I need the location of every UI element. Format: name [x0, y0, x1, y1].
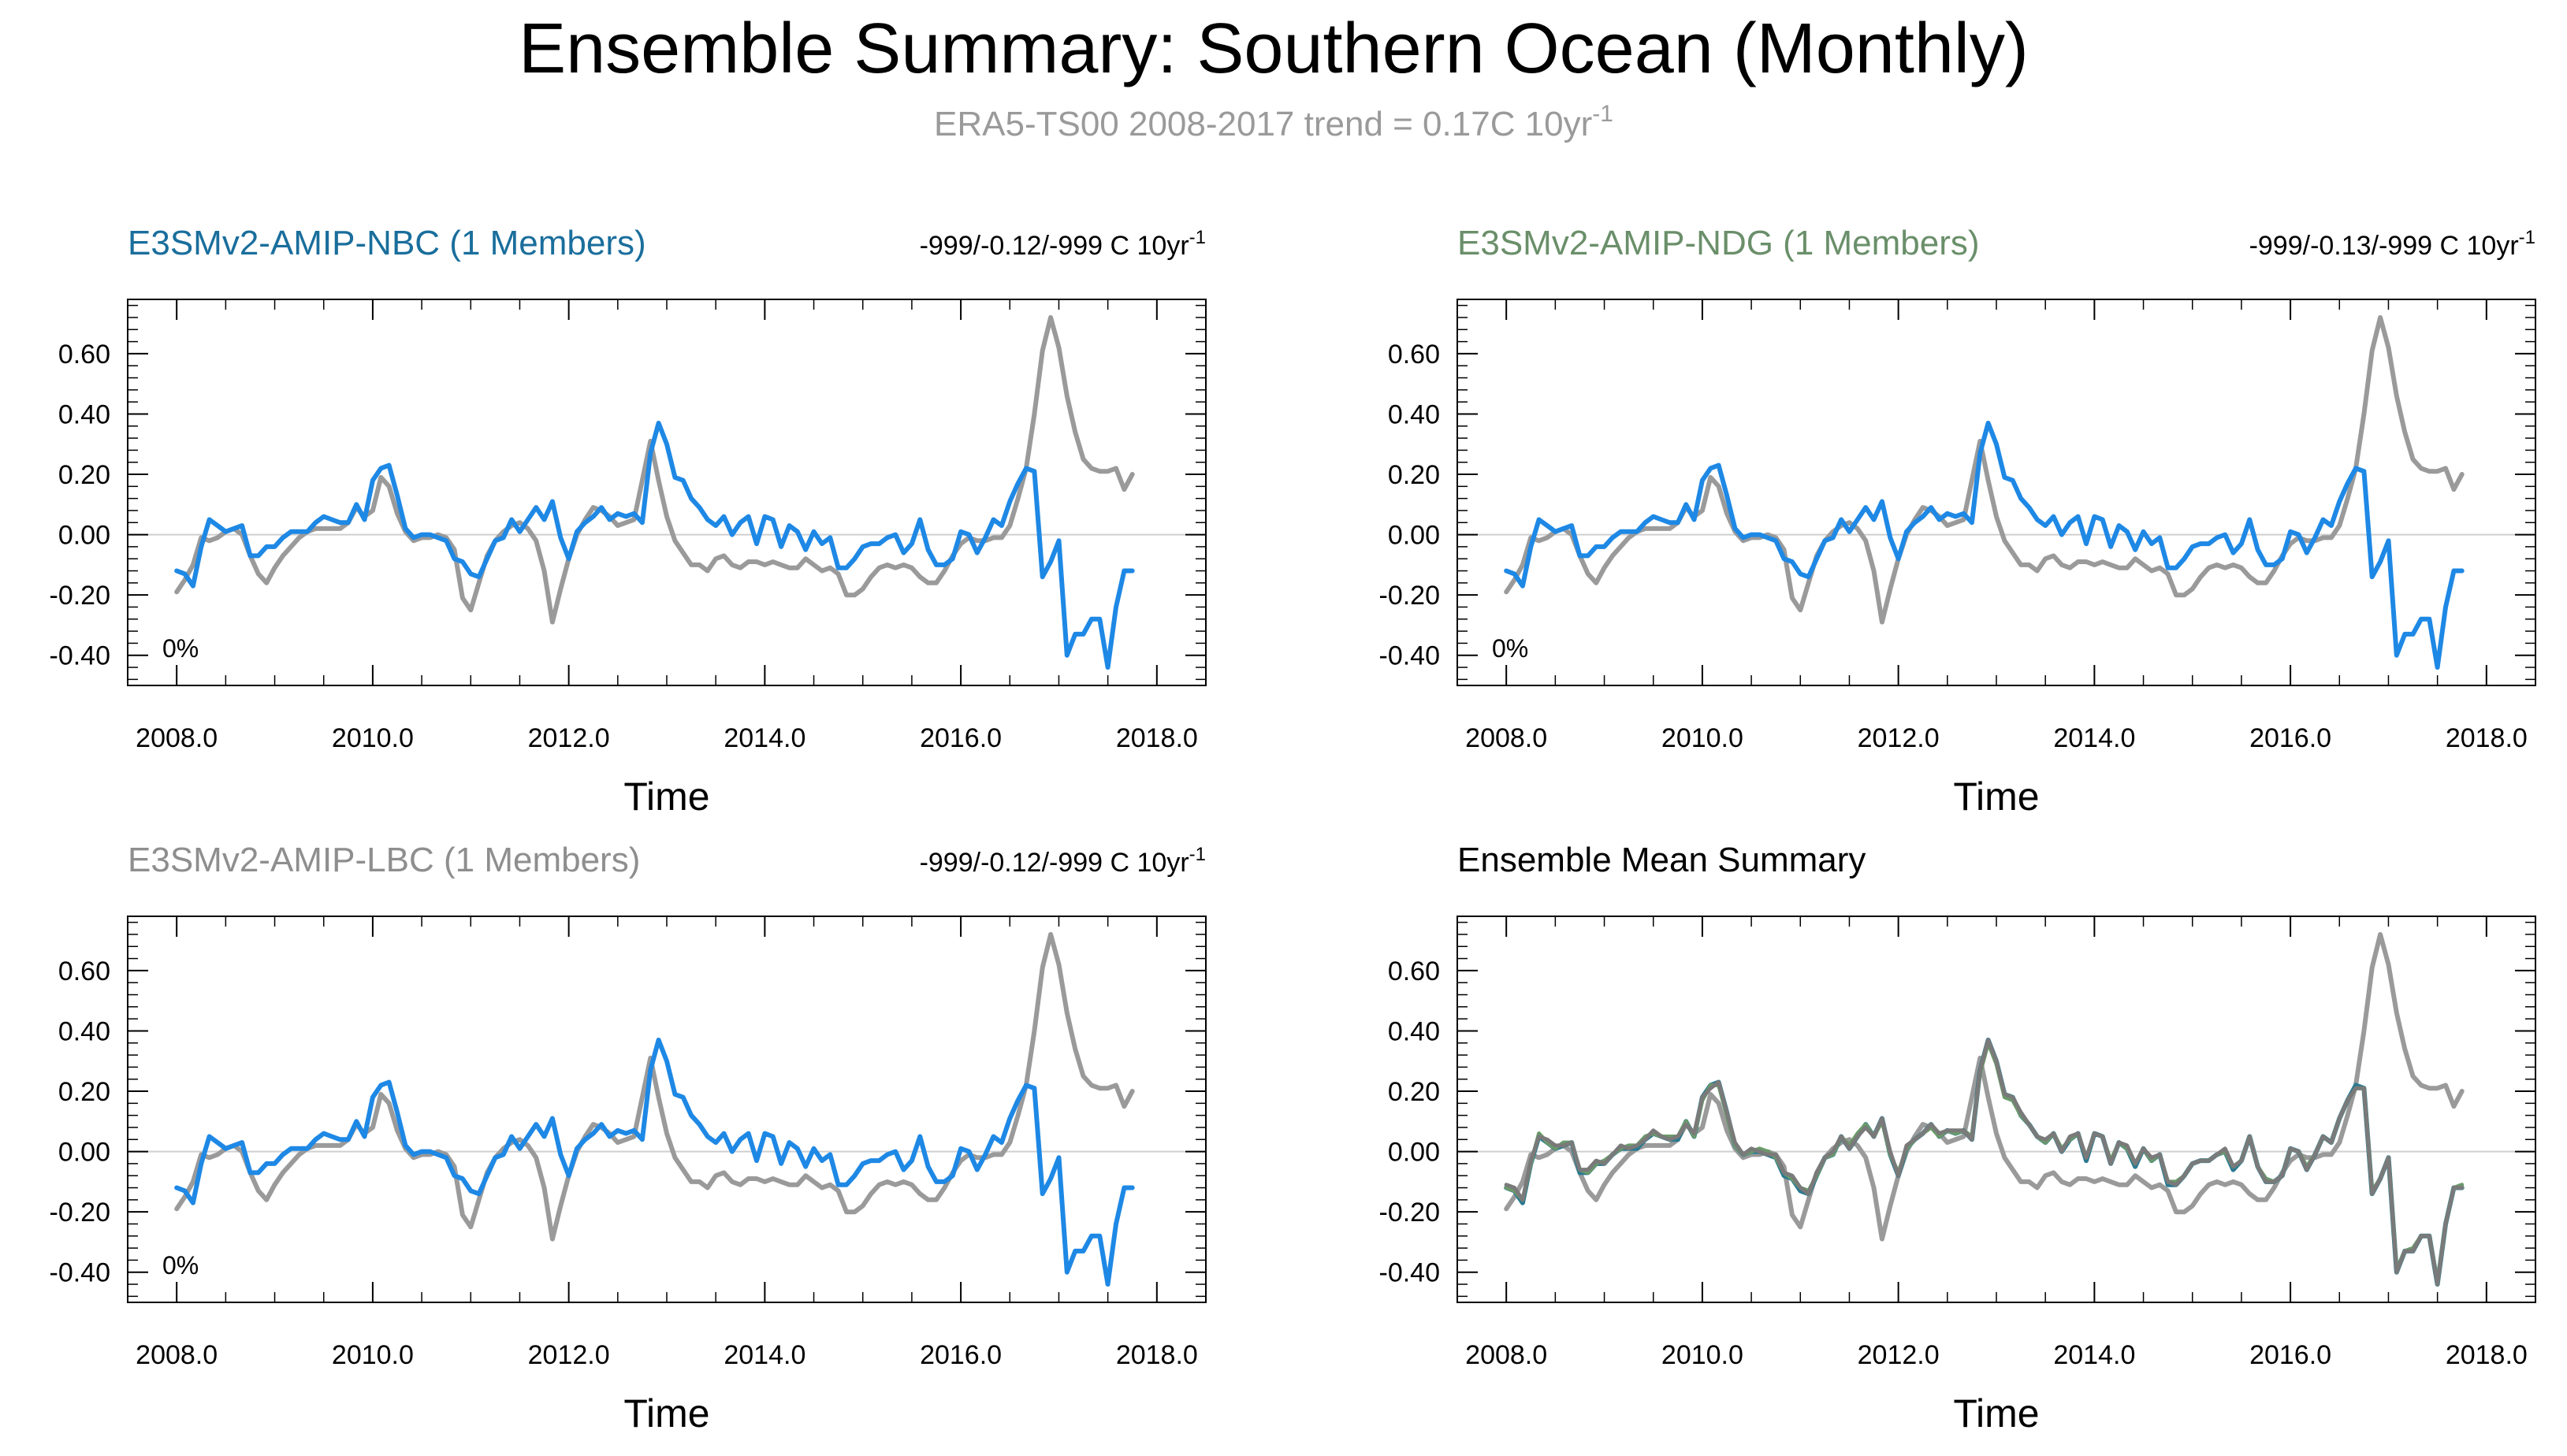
figure-subtitle-main: ERA5-TS00 2008-2017 trend = 0.17C 10yr	[934, 105, 1592, 143]
plot-frame	[127, 916, 1207, 1303]
x-axis-label: Time	[1953, 774, 2039, 819]
x-tick-label: 2012.0	[1858, 723, 1940, 753]
series-line-obs	[1504, 932, 2465, 1242]
y-tick-label: 0.00	[1388, 1138, 1440, 1168]
x-tick-label: 2014.0	[2053, 723, 2135, 753]
plot-frame	[127, 299, 1207, 686]
panel-title: E3SMv2-AMIP-NDG (1 Members)	[1457, 224, 1980, 262]
y-tick-label: 0.20	[58, 1077, 110, 1107]
trend-label: -999/-0.12/-999 C 10yr-1	[920, 227, 1206, 261]
x-tick-label: 2008.0	[1465, 1340, 1547, 1370]
series-line-model	[174, 1038, 1135, 1287]
series-line-mean_gray	[1504, 1038, 2465, 1287]
x-tick-label: 2010.0	[1661, 723, 1743, 753]
x-tick-label: 2016.0	[920, 723, 1002, 753]
figure-subtitle-sup: -1	[1592, 101, 1613, 127]
y-tick-label: 0.00	[58, 1138, 110, 1168]
x-tick-label: 2016.0	[920, 1340, 1002, 1370]
plot-frame	[1456, 299, 2536, 686]
x-tick-label: 2012.0	[1858, 1340, 1940, 1370]
x-tick-label: 2016.0	[2249, 723, 2331, 753]
x-tick-label: 2018.0	[1116, 723, 1198, 753]
plot-frame	[1456, 916, 2536, 1303]
trend-main: -999/-0.13/-999 C 10yr	[2249, 231, 2519, 261]
panel-mean: Ensemble Mean Summary 0.60 0.40 0.20 0.00 -0.…	[1379, 841, 2536, 1436]
x-tick-label: 2012.0	[528, 1340, 610, 1370]
x-tick-label: 2012.0	[528, 723, 610, 753]
y-tick-label: -0.40	[50, 1258, 111, 1288]
trend-sup: -1	[1189, 227, 1206, 248]
x-tick-label: 2018.0	[2446, 1340, 2528, 1370]
x-tick-label: 2018.0	[1116, 1340, 1198, 1370]
percent-label: 0%	[162, 1251, 199, 1280]
y-tick-label: -0.40	[1379, 641, 1441, 671]
y-tick-label: 0.60	[1388, 956, 1440, 986]
figure-title: Ensemble Summary: Southern Ocean (Monthl…	[519, 9, 2029, 88]
x-tick-label: 2014.0	[724, 723, 805, 753]
x-tick-label: 2014.0	[724, 1340, 805, 1370]
x-axis-label: Time	[1953, 1391, 2039, 1436]
trend-sup: -1	[1189, 844, 1206, 865]
trend-label: -999/-0.13/-999 C 10yr-1	[2249, 227, 2535, 261]
y-tick-label: 0.60	[58, 956, 110, 986]
panel-title: E3SMv2-AMIP-LBC (1 Members)	[128, 841, 640, 879]
series-line-obs	[174, 932, 1135, 1242]
panel-ndg: E3SMv2-AMIP-NDG (1 Members) -999/-0.13/-9…	[1379, 224, 2536, 819]
x-tick-label: 2008.0	[136, 723, 218, 753]
y-tick-label: 0.20	[58, 460, 110, 490]
x-tick-label: 2014.0	[2053, 1340, 2135, 1370]
y-tick-label: -0.20	[50, 581, 111, 611]
y-tick-label: 0.40	[1388, 1016, 1440, 1046]
x-tick-label: 2010.0	[1661, 1340, 1743, 1370]
y-tick-label: 0.60	[58, 340, 110, 370]
trend-label: -999/-0.12/-999 C 10yr-1	[920, 844, 1206, 878]
series-line-obs	[1504, 315, 2465, 625]
y-tick-label: 0.00	[58, 521, 110, 551]
x-tick-label: 2016.0	[2249, 1340, 2331, 1370]
x-tick-label: 2010.0	[332, 723, 414, 753]
y-tick-label: -0.40	[1379, 1258, 1441, 1288]
y-tick-label: 0.20	[1388, 460, 1440, 490]
y-tick-label: -0.20	[50, 1198, 111, 1228]
y-tick-label: -0.20	[1379, 1198, 1441, 1228]
y-tick-label: 0.20	[1388, 1077, 1440, 1107]
y-tick-label: 0.60	[1388, 340, 1440, 370]
trend-main: -999/-0.12/-999 C 10yr	[920, 231, 1189, 261]
series-line-model	[174, 421, 1135, 670]
y-tick-label: 0.00	[1388, 521, 1440, 551]
x-axis-label: Time	[623, 774, 709, 819]
panel-title: Ensemble Mean Summary	[1457, 841, 1866, 879]
x-axis-label: Time	[623, 1391, 709, 1436]
y-tick-label: -0.40	[50, 641, 111, 671]
trend-sup: -1	[2519, 227, 2535, 248]
percent-label: 0%	[1492, 634, 1528, 663]
y-tick-label: 0.40	[1388, 399, 1440, 429]
panel-lbc: E3SMv2-AMIP-LBC (1 Members) -999/-0.12/-9…	[50, 841, 1207, 1436]
trend-main: -999/-0.12/-999 C 10yr	[920, 848, 1189, 878]
x-tick-label: 2010.0	[332, 1340, 414, 1370]
series-line-obs	[174, 315, 1135, 625]
series-line-model	[1504, 421, 2465, 670]
y-tick-label: 0.40	[58, 1016, 110, 1046]
panel-nbc: E3SMv2-AMIP-NBC (1 Members) -999/-0.12/-9…	[50, 224, 1207, 819]
percent-label: 0%	[162, 634, 199, 663]
y-tick-label: 0.40	[58, 399, 110, 429]
y-tick-label: -0.20	[1379, 581, 1441, 611]
x-tick-label: 2008.0	[1465, 723, 1547, 753]
figure-subtitle: ERA5-TS00 2008-2017 trend = 0.17C 10yr-1	[934, 101, 1613, 143]
x-tick-label: 2008.0	[136, 1340, 218, 1370]
x-tick-label: 2018.0	[2446, 723, 2528, 753]
panel-title: E3SMv2-AMIP-NBC (1 Members)	[128, 224, 646, 262]
